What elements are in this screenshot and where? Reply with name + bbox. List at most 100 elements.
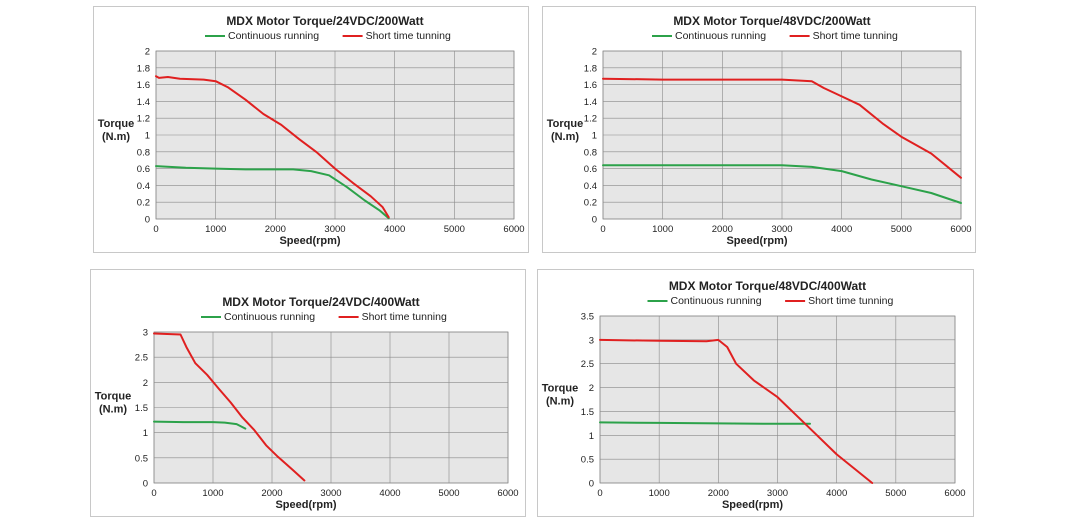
chart-panel-48vdc-200w: MDX Motor Torque/48VDC/200Watt Continuous… <box>542 6 976 253</box>
x-tick-label: 5000 <box>885 488 906 499</box>
y-tick-label: 2.5 <box>581 359 594 370</box>
chart-title: MDX Motor Torque/24VDC/400Watt <box>222 295 419 309</box>
x-tick-label: 1000 <box>205 224 226 235</box>
y-axis-label: Torque <box>542 383 578 395</box>
x-tick-label: 6000 <box>950 224 971 235</box>
legend-label-short: Short time tunning <box>366 30 451 42</box>
y-tick-label: 3 <box>143 328 148 339</box>
x-axis-label: Speed(rpm) <box>275 499 336 511</box>
legend-label-continuous: Continuous running <box>224 311 315 323</box>
x-tick-label: 4000 <box>379 488 400 499</box>
legend-label-continuous: Continuous running <box>675 30 766 42</box>
chart-48vdc-200w: MDX Motor Torque/48VDC/200Watt Continuous… <box>547 14 972 247</box>
series-line-continuous <box>599 421 811 425</box>
legend-label-continuous: Continuous running <box>671 295 762 307</box>
chart-panel-24vdc-400w: MDX Motor Torque/24VDC/400Watt Continuous… <box>90 269 526 517</box>
y-tick-label: 0.5 <box>581 455 594 466</box>
x-tick-label: 2000 <box>261 488 282 499</box>
y-tick-label: 1.8 <box>137 63 150 74</box>
y-tick-label: 0.6 <box>584 164 597 175</box>
y-tick-label: 0.2 <box>137 198 150 209</box>
y-axis-label: Torque <box>98 118 134 130</box>
y-tick-label: 0.8 <box>584 147 597 158</box>
y-tick-label: 1.2 <box>584 114 597 125</box>
x-tick-label: 1000 <box>202 488 223 499</box>
series-line-continuous <box>153 420 247 430</box>
y-tick-label: 2 <box>143 378 148 389</box>
x-tick-label: 0 <box>151 488 156 499</box>
y-tick-label: 1.5 <box>581 407 594 418</box>
y-axis-label: Torque <box>95 391 131 403</box>
x-tick-label: 1000 <box>649 488 670 499</box>
y-tick-label: 0.6 <box>137 164 150 175</box>
chart-24vdc-400w: MDX Motor Torque/24VDC/400Watt Continuous… <box>95 295 519 511</box>
chart-title: MDX Motor Torque/24VDC/200Watt <box>226 14 423 28</box>
y-tick-label: 1.4 <box>584 97 597 108</box>
x-tick-label: 0 <box>600 224 605 235</box>
y-tick-label: 1.4 <box>137 97 150 108</box>
series-line-short <box>599 338 874 484</box>
y-tick-label: 1.6 <box>137 80 150 91</box>
y-tick-label: 2 <box>592 47 597 58</box>
series-line-continuous <box>155 165 390 220</box>
y-axis-unit: (N.m) <box>546 396 574 408</box>
y-tick-label: 0.4 <box>584 181 597 192</box>
y-axis-label: Torque <box>547 118 583 130</box>
y-tick-label: 0 <box>143 479 148 490</box>
x-tick-label: 0 <box>597 488 602 499</box>
y-tick-label: 0.2 <box>584 198 597 209</box>
y-tick-label: 1.6 <box>584 80 597 91</box>
x-axis-label: Speed(rpm) <box>722 499 783 511</box>
x-tick-label: 4000 <box>826 488 847 499</box>
y-tick-label: 0.4 <box>137 181 150 192</box>
legend-label-continuous: Continuous running <box>228 30 319 42</box>
y-tick-label: 3.5 <box>581 312 594 323</box>
x-tick-label: 6000 <box>497 488 518 499</box>
x-tick-label: 5000 <box>444 224 465 235</box>
x-tick-label: 5000 <box>891 224 912 235</box>
chart-48vdc-400w: MDX Motor Torque/48VDC/400Watt Continuous… <box>542 279 966 511</box>
chart-panel-48vdc-400w: MDX Motor Torque/48VDC/400Watt Continuous… <box>537 269 974 517</box>
x-axis-label: Speed(rpm) <box>279 235 340 247</box>
x-tick-label: 1000 <box>652 224 673 235</box>
y-tick-label: 0 <box>589 479 594 490</box>
chart-title: MDX Motor Torque/48VDC/400Watt <box>669 279 866 293</box>
chart-panel-24vdc-200w: MDX Motor Torque/24VDC/200Watt Continuous… <box>93 6 529 253</box>
series-line-short <box>153 332 306 482</box>
y-tick-label: 0 <box>592 215 597 226</box>
y-tick-label: 1.5 <box>135 403 148 414</box>
x-tick-label: 3000 <box>324 224 345 235</box>
y-tick-label: 1 <box>145 131 150 142</box>
x-tick-label: 2000 <box>712 224 733 235</box>
x-tick-label: 0 <box>153 224 158 235</box>
x-tick-label: 6000 <box>944 488 965 499</box>
y-tick-label: 1 <box>143 428 148 439</box>
y-axis-unit: (N.m) <box>99 404 127 416</box>
y-tick-label: 1.8 <box>584 63 597 74</box>
y-tick-label: 1 <box>592 131 597 142</box>
x-axis-label: Speed(rpm) <box>726 235 787 247</box>
y-tick-label: 1 <box>589 431 594 442</box>
series-line-short <box>155 75 390 219</box>
y-tick-label: 2.5 <box>135 353 148 364</box>
legend-label-short: Short time tunning <box>362 311 447 323</box>
y-tick-label: 1.2 <box>137 114 150 125</box>
x-tick-label: 3000 <box>771 224 792 235</box>
y-tick-label: 0 <box>145 215 150 226</box>
series-line-continuous <box>602 164 962 204</box>
y-tick-label: 3 <box>589 335 594 346</box>
y-axis-unit: (N.m) <box>102 131 130 143</box>
y-tick-label: 0.8 <box>137 147 150 158</box>
series-line-short <box>602 77 962 179</box>
y-axis-unit: (N.m) <box>551 131 579 143</box>
x-tick-label: 5000 <box>438 488 459 499</box>
y-tick-label: 2 <box>145 47 150 58</box>
x-tick-label: 4000 <box>831 224 852 235</box>
x-tick-label: 6000 <box>503 224 524 235</box>
legend-label-short: Short time tunning <box>813 30 898 42</box>
legend-label-short: Short time tunning <box>808 295 893 307</box>
chart-24vdc-200w: MDX Motor Torque/24VDC/200Watt Continuous… <box>98 14 525 247</box>
x-tick-label: 4000 <box>384 224 405 235</box>
y-tick-label: 2 <box>589 383 594 394</box>
x-tick-label: 2000 <box>265 224 286 235</box>
